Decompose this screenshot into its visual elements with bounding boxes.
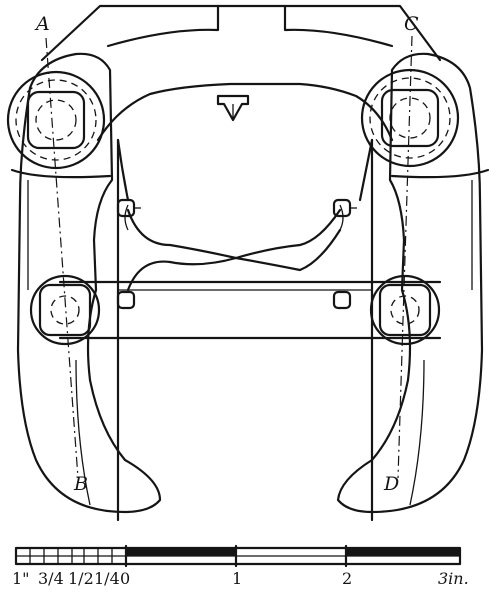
right-arm xyxy=(336,52,490,514)
scale-label-quarter: 1/4 xyxy=(94,569,120,588)
left-arm xyxy=(6,52,162,514)
center-point xyxy=(216,94,250,122)
scale-label-three-quarter: 3/4 xyxy=(38,569,64,588)
scale-label-half: 1/2 xyxy=(68,569,94,588)
crossed-springs xyxy=(124,204,344,292)
bolts xyxy=(116,198,362,310)
label-c: C xyxy=(404,13,419,35)
label-b: B xyxy=(73,473,88,495)
scale-label-1: 1 xyxy=(232,569,242,588)
scale-label-2: 2 xyxy=(342,569,352,588)
label-d: D xyxy=(383,473,399,495)
scale-bar xyxy=(14,544,462,568)
top-yoke xyxy=(40,4,442,62)
center-lines xyxy=(45,35,413,479)
scale-label-3in: 3in. xyxy=(438,569,469,588)
central-frame xyxy=(96,82,394,522)
scale-label-1in: 1" xyxy=(12,569,30,588)
scale-label-0: 0 xyxy=(120,569,130,588)
lower-crossbar xyxy=(29,274,442,346)
label-a: A xyxy=(34,13,50,35)
